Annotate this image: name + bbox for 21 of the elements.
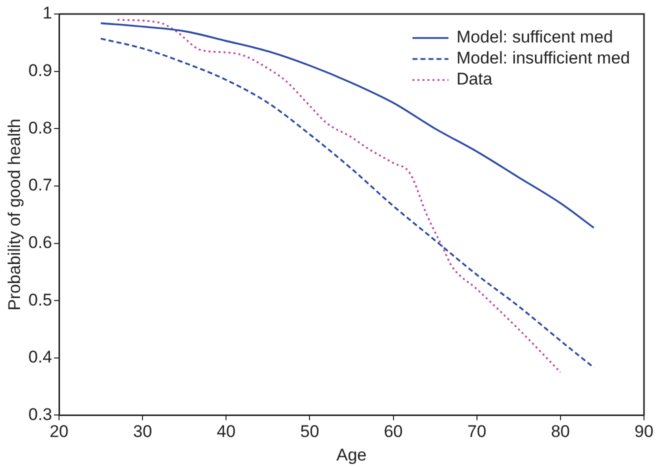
x-tick-label: 90 <box>634 422 654 442</box>
x-tick-label: 30 <box>133 422 152 442</box>
x-tick-label: 60 <box>384 422 403 442</box>
x-axis-title: Age <box>336 445 367 464</box>
legend-label: Model: sufficent med <box>456 28 613 47</box>
y-tick-label: 0.4 <box>28 348 52 367</box>
x-tick-label: 80 <box>550 422 570 442</box>
y-tick-label: 0.6 <box>28 232 52 252</box>
y-tick-label: 0.9 <box>28 61 52 80</box>
y-tick-label: 1 <box>42 4 52 23</box>
x-tick-label: 40 <box>216 422 236 442</box>
legend-label: Data <box>456 70 493 89</box>
x-tick-label: 20 <box>50 422 68 442</box>
y-tick-label: 0.8 <box>28 118 52 138</box>
x-tick-label: 70 <box>467 422 486 442</box>
y-axis-title: Probability of good health <box>4 118 24 311</box>
y-tick-label: 0.5 <box>28 290 52 310</box>
y-tick-label: 0.3 <box>28 404 52 424</box>
legend-label: Model: insufficient med <box>456 48 630 68</box>
y-tick-label: 0.7 <box>28 176 52 195</box>
x-tick-label: 50 <box>300 422 320 442</box>
